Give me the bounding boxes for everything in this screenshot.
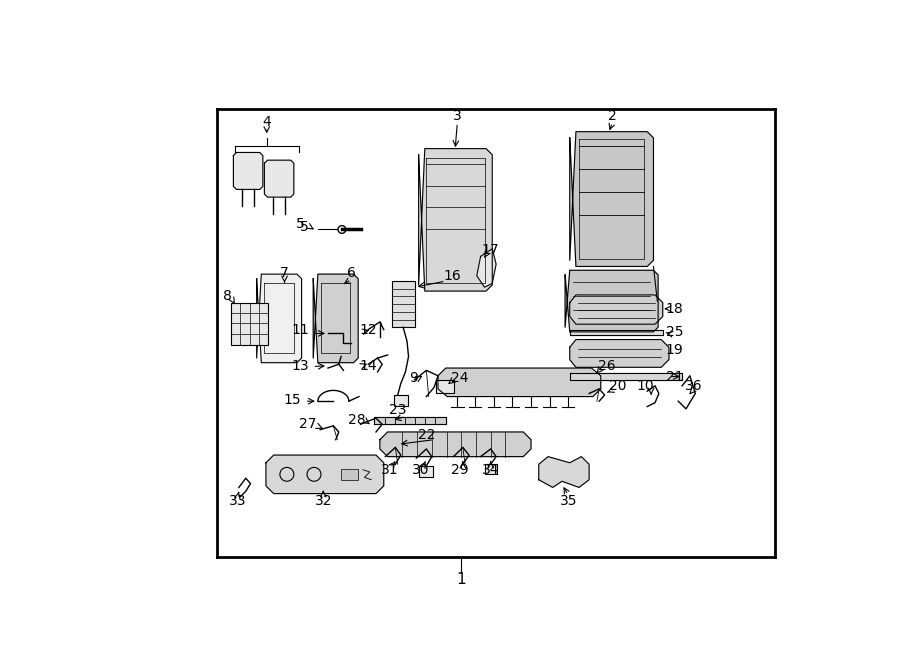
Polygon shape (313, 274, 358, 363)
Polygon shape (570, 330, 662, 335)
Text: 11: 11 (292, 323, 309, 337)
Text: 17: 17 (482, 243, 500, 257)
Text: 23: 23 (389, 403, 407, 417)
Text: 6: 6 (346, 266, 356, 280)
Bar (484, 464, 497, 473)
Text: 10: 10 (637, 379, 654, 393)
Text: 16: 16 (443, 270, 461, 284)
Bar (231, 303, 268, 345)
Polygon shape (418, 149, 492, 291)
Text: 27: 27 (299, 417, 317, 431)
Text: 20: 20 (609, 379, 626, 393)
Polygon shape (380, 432, 531, 457)
Text: 33: 33 (230, 494, 247, 508)
Text: 28: 28 (347, 412, 365, 426)
Polygon shape (374, 416, 446, 424)
Text: 14: 14 (359, 359, 377, 373)
Polygon shape (539, 457, 590, 487)
Text: 36: 36 (685, 379, 703, 393)
Text: 30: 30 (412, 463, 429, 477)
Text: 1: 1 (456, 572, 466, 588)
Polygon shape (565, 270, 658, 332)
Polygon shape (266, 455, 383, 494)
Bar (392, 281, 415, 327)
Text: 4: 4 (263, 114, 271, 129)
Text: 15: 15 (284, 393, 302, 407)
Text: 26: 26 (598, 359, 616, 373)
Text: 9: 9 (409, 371, 418, 385)
Polygon shape (233, 153, 263, 190)
Text: 35: 35 (560, 494, 577, 508)
Polygon shape (438, 368, 601, 397)
Bar (436, 379, 454, 393)
Text: 13: 13 (292, 359, 309, 373)
Text: 7: 7 (280, 266, 289, 280)
Text: 5: 5 (301, 220, 309, 234)
Text: 19: 19 (665, 343, 683, 358)
Text: 3: 3 (453, 109, 462, 124)
Polygon shape (570, 340, 669, 368)
Text: 22: 22 (418, 428, 435, 442)
Bar (419, 466, 434, 477)
Text: 21: 21 (666, 369, 683, 383)
Text: 32: 32 (315, 494, 332, 508)
Polygon shape (570, 373, 682, 379)
Text: 12: 12 (359, 323, 377, 337)
Text: 25: 25 (666, 325, 683, 339)
Text: 29: 29 (451, 463, 469, 477)
Polygon shape (256, 274, 302, 363)
Text: 31: 31 (381, 463, 399, 477)
Text: 18: 18 (665, 302, 683, 316)
Bar (394, 395, 408, 406)
Text: 24: 24 (451, 371, 468, 385)
Polygon shape (570, 132, 653, 266)
Text: 2: 2 (608, 109, 617, 124)
Polygon shape (477, 249, 496, 288)
Polygon shape (570, 295, 662, 324)
Polygon shape (265, 160, 293, 197)
Bar (341, 469, 358, 480)
Text: 8: 8 (223, 290, 231, 303)
Text: 34: 34 (482, 463, 500, 477)
Text: 5: 5 (296, 217, 304, 231)
